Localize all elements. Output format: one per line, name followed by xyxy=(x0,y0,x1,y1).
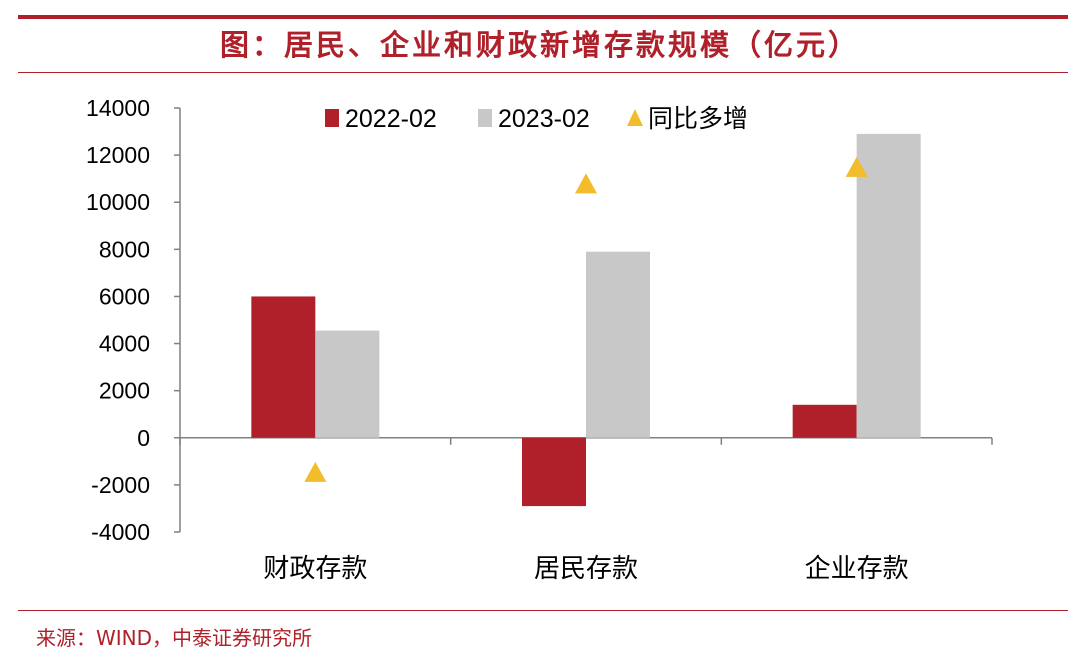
y-tick-label: -4000 xyxy=(91,519,150,545)
y-tick-label: 6000 xyxy=(99,283,150,309)
x-tick-label: 居民存款 xyxy=(534,553,638,583)
chart-title: 图：居民、企业和财政新增存款规模（亿元） xyxy=(219,28,860,62)
bars-layer xyxy=(251,133,921,507)
legend-swatch xyxy=(478,109,492,127)
y-tick-label: 0 xyxy=(137,425,150,451)
marker-同比多增 xyxy=(304,461,327,482)
legend-layer: 2022-02 2023-02 同比多增 xyxy=(325,105,748,133)
legend-label: 同比多增 xyxy=(648,105,748,133)
y-tick-label: 12000 xyxy=(86,142,150,168)
bar-2022-02 xyxy=(522,437,586,507)
x-tick-label: 财政存款 xyxy=(263,553,367,583)
markers-layer xyxy=(304,156,868,482)
bar-2023-02 xyxy=(315,330,380,438)
marker-同比多增 xyxy=(845,156,868,177)
bar-2022-02 xyxy=(792,404,857,438)
bar-2023-02 xyxy=(856,133,921,438)
y-tick-label: 8000 xyxy=(99,236,150,262)
y-tick-label: 14000 xyxy=(86,95,150,121)
bar-2022-02 xyxy=(251,296,316,438)
legend-swatch xyxy=(627,109,643,126)
chart-canvas: 14000 12000 10000 8000 6000 4000 2000 0 -2000 -40… xyxy=(86,95,993,583)
legend-label: 2023-02 xyxy=(498,105,590,133)
y-tick-label: 4000 xyxy=(99,331,150,357)
title-rule xyxy=(18,72,1068,73)
footer-rule xyxy=(18,610,1068,611)
source-note: 来源：WIND，中泰证券研究所 xyxy=(36,626,313,650)
y-tick-label: 2000 xyxy=(99,378,150,404)
legend-swatch xyxy=(325,109,339,127)
axes-layer: 14000 12000 10000 8000 6000 4000 2000 0 -2000 -40… xyxy=(86,95,993,583)
y-tick-label: -2000 xyxy=(91,472,150,498)
marker-同比多增 xyxy=(575,173,597,194)
x-tick-label: 企业存款 xyxy=(805,553,909,583)
y-tick-label: 10000 xyxy=(86,189,150,215)
top-rule xyxy=(18,15,1068,19)
bar-2023-02 xyxy=(586,251,650,438)
legend-label: 2022-02 xyxy=(345,105,437,133)
